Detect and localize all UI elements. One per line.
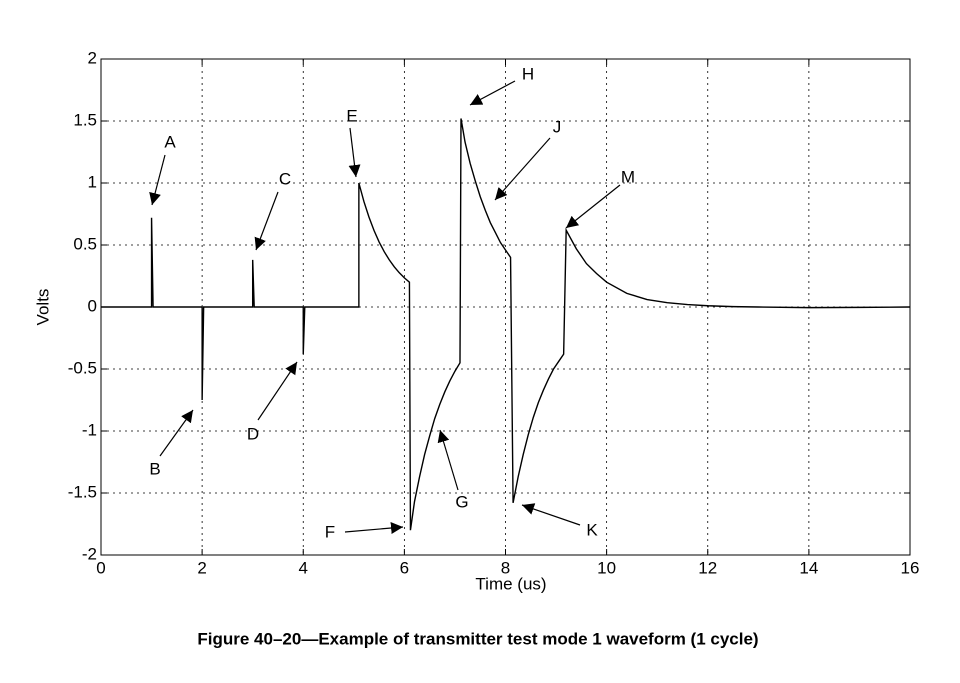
annotation-label: K — [586, 520, 598, 539]
x-tick-label: 10 — [597, 558, 616, 577]
annotation-arrow — [254, 191, 279, 251]
annotation-arrow — [257, 361, 298, 421]
y-tick-label: -1 — [82, 420, 97, 439]
x-tick-label: 8 — [501, 558, 510, 577]
waveform — [101, 118, 911, 531]
y-tick-label: -2 — [82, 544, 97, 563]
y-axis-label: Volts — [33, 289, 52, 326]
annotation-arrow — [149, 154, 166, 206]
annotation-label: M — [621, 167, 635, 186]
y-tick-label: 0.5 — [73, 234, 97, 253]
y-tick-label: -0.5 — [68, 358, 97, 377]
x-tick-label: 2 — [197, 558, 206, 577]
annotation-arrow — [159, 409, 194, 457]
annotation-arrow — [437, 429, 459, 491]
y-tick-label: 1 — [88, 172, 97, 191]
annotation-label: A — [164, 132, 176, 151]
y-tick-label: -1.5 — [68, 482, 97, 501]
annotation-label: G — [455, 492, 468, 511]
annotation-label: J — [553, 117, 562, 136]
y-tick-label: 2 — [88, 48, 97, 67]
x-tick-label: 0 — [96, 558, 105, 577]
annotation-arrow — [348, 127, 361, 178]
annotation-label: H — [522, 64, 534, 83]
caption: Figure 40–20—Example of transmitter test… — [197, 629, 758, 648]
annotation-label: C — [279, 169, 291, 188]
y-tick-label: 0 — [88, 296, 97, 315]
x-tick-label: 16 — [901, 558, 920, 577]
annotation-label: B — [149, 459, 160, 478]
x-tick-label: 6 — [400, 558, 409, 577]
annotation-arrow — [494, 137, 551, 201]
x-tick-label: 12 — [698, 558, 717, 577]
annotation-label: D — [247, 424, 259, 443]
annotation-arrow — [344, 522, 404, 535]
annotation-arrow — [469, 80, 516, 106]
annotation-label: F — [325, 522, 335, 541]
y-tick-label: 1.5 — [73, 110, 97, 129]
x-tick-label: 4 — [299, 558, 308, 577]
annotation-arrow — [521, 503, 581, 526]
x-tick-label: 14 — [799, 558, 818, 577]
x-axis-label: Time (us) — [475, 574, 546, 593]
annotation-arrow — [565, 184, 621, 229]
annotation-label: E — [346, 106, 357, 125]
